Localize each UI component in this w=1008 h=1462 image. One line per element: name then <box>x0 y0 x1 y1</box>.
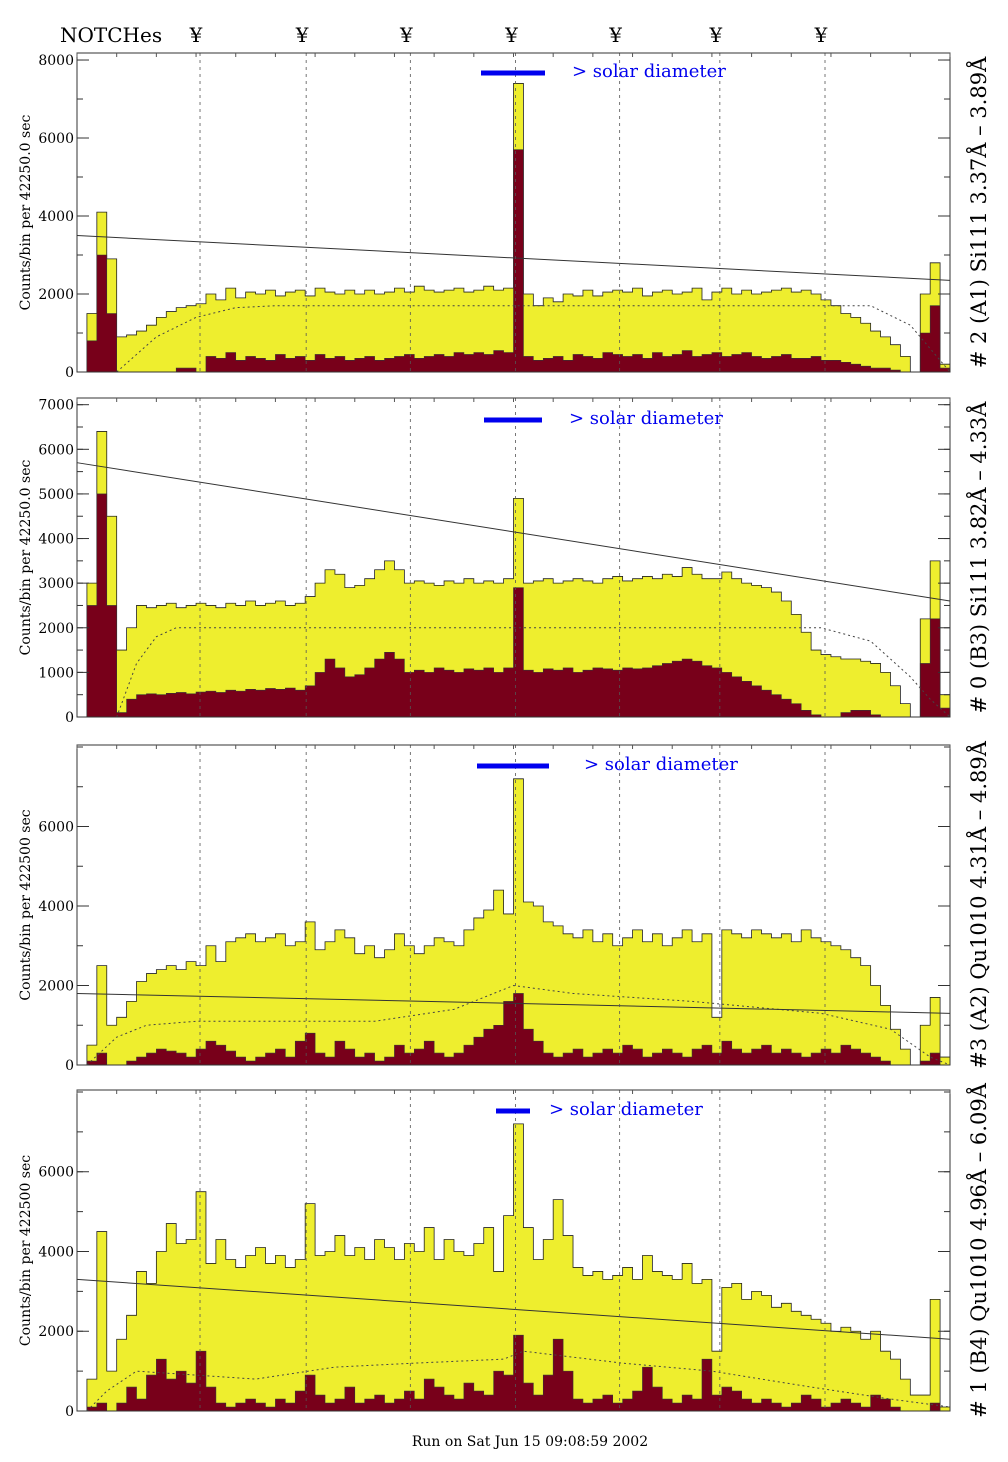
trend-line <box>76 235 951 281</box>
notches-label: NOTCHes <box>60 23 162 47</box>
total-counts-histogram <box>77 778 951 1066</box>
model-curve <box>86 984 951 1066</box>
y-tick-label: 4000 <box>38 899 74 915</box>
model-curve <box>116 627 951 718</box>
y-tick-label: 0 <box>65 1404 74 1420</box>
notch-symbol: ¥ <box>608 23 622 47</box>
run-timestamp: Run on Sat Jun 15 09:08:59 2002 <box>412 1434 648 1450</box>
detector-title: # 2 (A1) Si111 3.37Å – 3.89Å <box>966 56 991 368</box>
notch-symbol: ¥ <box>295 23 309 47</box>
y-tick-label: 4000 <box>38 1244 74 1260</box>
trend-line <box>76 992 951 1014</box>
y-tick-label: 6000 <box>38 1165 74 1181</box>
trend-line <box>76 1278 951 1340</box>
y-tick-label: 2000 <box>38 621 74 637</box>
y-axis-label: Counts/bin per 422500 sec <box>18 1155 34 1346</box>
solar-diameter-label: > solar diameter <box>572 61 726 82</box>
panel-2: 0 1000 2000 3000 4000 5000 6000 7000 Counts/bin … <box>18 397 991 726</box>
y-axis-label: Counts/bin per 42250.0 sec <box>18 115 34 311</box>
notch-symbol: ¥ <box>708 23 722 47</box>
y-tick-label: 4000 <box>38 209 74 225</box>
notch-symbol: ¥ <box>814 23 828 47</box>
solar-diameter-label: > solar diameter <box>584 754 738 775</box>
y-tick-label: 6000 <box>38 131 74 147</box>
y-tick-label: 2000 <box>38 978 74 994</box>
y-axis-label: Counts/bin per 422500 sec <box>18 809 34 1000</box>
partial-counts-histogram <box>77 993 950 1066</box>
y-tick-label: 7000 <box>38 398 74 414</box>
y-tick-label: 5000 <box>38 487 74 503</box>
total-counts-histogram <box>77 431 951 718</box>
panel-1: 0 2000 4000 6000 8000 Counts/bin per 42250.0 … <box>18 52 991 381</box>
solar-diameter-label: > solar diameter <box>569 408 723 429</box>
detector-title: #3 (A2) Qu1010 4.31Å – 4.89Å <box>966 740 991 1069</box>
detector-title: # 1 (B4) Qu1010 4.96Å – 6.09Å <box>966 1082 991 1418</box>
y-tick-label: 3000 <box>38 576 74 592</box>
y-tick-label: 0 <box>65 710 74 726</box>
notch-symbol: ¥ <box>504 23 518 47</box>
trend-line <box>76 462 951 602</box>
y-tick-label: 6000 <box>38 442 74 458</box>
y-tick-label: 2000 <box>38 287 74 303</box>
y-axis-label: Counts/bin per 42250.0 sec <box>18 460 34 656</box>
panels: 0 2000 4000 6000 8000 Counts/bin per 42250.0 … <box>18 52 991 1420</box>
y-tick-label: 8000 <box>38 53 74 69</box>
detector-title: # 0 (B3) Si111 3.82Å – 4.33Å <box>966 401 991 714</box>
notch-symbol: ¥ <box>399 23 413 47</box>
y-tick-label: 6000 <box>38 819 74 835</box>
partial-counts-histogram <box>77 493 951 718</box>
solar-diameter-label: > solar diameter <box>549 1099 703 1120</box>
partial-counts-histogram <box>77 149 951 373</box>
partial-counts-histogram <box>77 1334 950 1412</box>
total-counts-histogram <box>77 1123 951 1412</box>
y-tick-label: 0 <box>65 365 74 381</box>
notch-symbol: ¥ <box>189 23 203 47</box>
notch-markers: ¥ ¥ ¥ ¥ ¥ ¥ ¥ <box>189 23 828 47</box>
y-tick-label: 0 <box>65 1058 74 1074</box>
y-tick-label: 1000 <box>38 665 74 681</box>
y-tick-label: 4000 <box>38 532 74 548</box>
y-tick-label: 2000 <box>38 1324 74 1340</box>
